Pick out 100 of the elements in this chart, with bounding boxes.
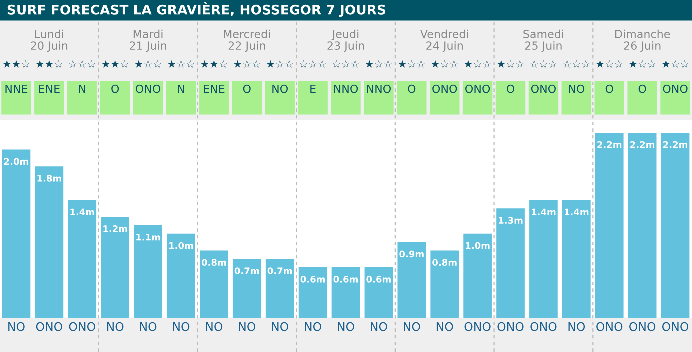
data-label: 0.8m — [432, 259, 457, 266]
data-label: 1.4m — [532, 208, 556, 216]
text: O — [507, 84, 515, 94]
text: Vendredi 24 Juin — [420, 30, 468, 52]
bar — [464, 234, 492, 318]
bar — [595, 132, 624, 318]
data-label: 0.6m — [300, 276, 326, 283]
bar — [628, 132, 657, 318]
x-tick-label: NO — [206, 322, 223, 332]
bar — [232, 259, 262, 318]
bar — [167, 234, 196, 318]
data-label: 0.6m — [366, 276, 391, 283]
text: N — [178, 84, 184, 94]
text: ★☆☆ — [662, 60, 689, 68]
data-label: 1.0m — [170, 242, 194, 250]
text: ★☆☆ — [629, 60, 656, 68]
x-tick-label: NO — [239, 322, 256, 332]
bar — [661, 132, 690, 318]
x-tick-label: NO — [305, 322, 322, 332]
data-label: 2.2m — [630, 141, 655, 148]
text: NNO — [367, 84, 392, 94]
text: ★★☆ — [3, 60, 30, 68]
text: ★☆☆ — [366, 60, 392, 68]
bar — [101, 217, 130, 318]
data-label: 2.2m — [598, 141, 622, 148]
x-tick-label: ONO — [498, 322, 524, 332]
x-tick-label: ONO — [630, 322, 656, 332]
data-label: 1.4m — [70, 208, 94, 216]
x-tick-label: NO — [272, 322, 288, 332]
bar — [530, 200, 558, 318]
text: ★★☆ — [200, 60, 228, 68]
text: O — [243, 84, 251, 94]
data-label: 0.6m — [334, 276, 358, 283]
text: ONO — [432, 84, 458, 94]
x-tick-label: ONO — [36, 322, 62, 332]
bar — [2, 150, 31, 318]
x-tick-label: NO — [371, 322, 388, 332]
text: O — [606, 84, 614, 94]
text: ☆☆☆ — [69, 60, 96, 68]
x-tick-label: NO — [568, 322, 586, 332]
text: ★★☆ — [102, 60, 129, 68]
text: ★☆☆ — [168, 60, 195, 68]
x-tick-label: ONO — [662, 322, 689, 332]
text: ★☆☆ — [398, 60, 426, 68]
data-label: 1.4m — [564, 208, 589, 216]
text: ENE — [204, 84, 225, 94]
bar — [332, 268, 360, 318]
data-label: 2.0m — [4, 158, 28, 166]
data-label: 1.0m — [466, 242, 490, 250]
data-label: 0.8m — [202, 259, 226, 266]
bar — [298, 268, 328, 318]
text: NO — [569, 84, 585, 94]
x-tick-label: NO — [436, 322, 454, 332]
text: ONO — [466, 84, 490, 94]
bar — [35, 166, 64, 318]
x-tick-label: NO — [107, 322, 124, 332]
text: E — [310, 84, 316, 94]
data-label: 1.1m — [136, 234, 160, 241]
bar — [200, 250, 228, 318]
text: NNO — [334, 84, 358, 94]
text: ONO — [663, 84, 688, 94]
x-tick-label: NO — [140, 322, 157, 332]
text: ☆☆☆ — [530, 60, 558, 68]
text: ★☆☆ — [497, 60, 524, 68]
text: ★★☆ — [36, 60, 63, 68]
text: ☆☆☆ — [563, 60, 590, 68]
bar — [562, 200, 591, 318]
bar — [68, 200, 97, 318]
text: NNE — [6, 84, 28, 94]
bar — [364, 268, 394, 318]
data-label: 0.9m — [400, 250, 424, 258]
text: Mardi 21 Juin — [130, 30, 166, 52]
text: O — [112, 84, 120, 94]
data-label: 0.7m — [268, 268, 292, 274]
text: ☆☆☆ — [332, 60, 360, 68]
x-tick-label: NO — [338, 322, 354, 332]
text: ★☆☆ — [596, 60, 623, 68]
text: ☆☆☆ — [300, 60, 326, 68]
text: ★☆☆ — [432, 60, 458, 68]
text: ONO — [531, 84, 556, 94]
text: NO — [272, 84, 288, 94]
bar — [134, 225, 162, 318]
data-label: 1.8m — [38, 175, 62, 182]
text: Dimanche 26 Juin — [616, 30, 670, 52]
text: ★☆☆ — [234, 60, 260, 68]
data-label: 1.2m — [104, 226, 128, 232]
bar — [398, 242, 426, 318]
text: N — [79, 84, 86, 94]
x-tick-label: NO — [173, 322, 190, 332]
x-tick-label: ONO — [530, 322, 557, 332]
x-tick-label: ONO — [596, 322, 623, 332]
text: Lundi 20 Juin — [31, 30, 68, 52]
bar — [266, 259, 294, 318]
text: Mercredi 22 Juin — [224, 30, 270, 52]
text: ★☆☆ — [134, 60, 162, 68]
text: Jeudi 23 Juin — [328, 30, 364, 52]
data-label: 1.3m — [499, 217, 523, 224]
chart-title: SURF FORECAST LA GRAVIÈRE, HOSSEGOR 7 JOURS — [8, 2, 386, 18]
x-tick-label: ONO — [464, 322, 491, 332]
text: ★☆☆ — [464, 60, 492, 68]
